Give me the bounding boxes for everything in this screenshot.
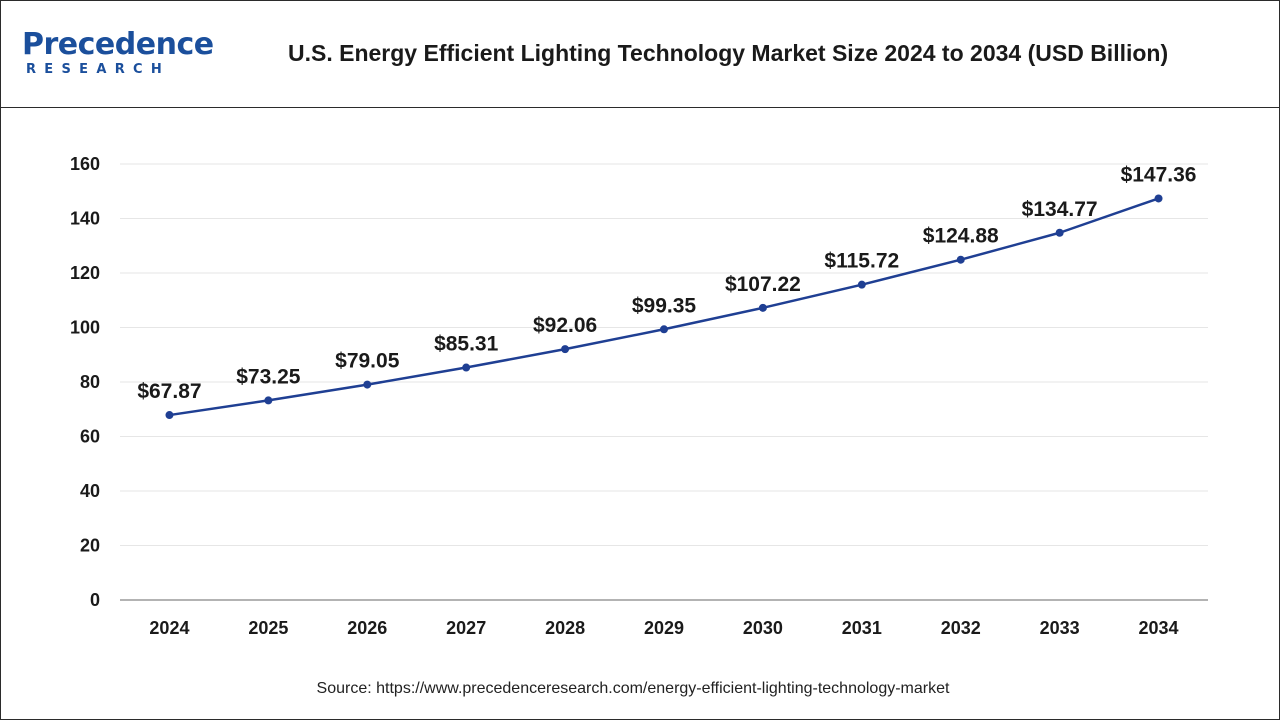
y-tick-label: 20 <box>80 536 100 556</box>
data-point <box>363 380 372 389</box>
brand-logo: Precedence RESEARCH <box>22 28 222 84</box>
data-point <box>561 345 570 354</box>
x-tick-label: 2025 <box>248 618 288 638</box>
data-label: $124.88 <box>923 225 999 248</box>
y-tick-label: 100 <box>70 318 100 338</box>
data-point <box>264 396 273 405</box>
data-point <box>1154 194 1163 203</box>
data-point <box>660 325 668 334</box>
chart-title: U.S. Energy Efficient Lighting Technolog… <box>288 40 1169 66</box>
x-tick-label: 2027 <box>446 618 486 638</box>
x-tick-label: 2032 <box>941 618 981 638</box>
y-tick-label: 40 <box>80 481 100 501</box>
y-tick-label: 0 <box>90 590 100 610</box>
data-label: $67.87 <box>137 380 201 403</box>
y-tick-label: 160 <box>70 154 100 174</box>
data-label: $134.77 <box>1022 198 1098 221</box>
data-series <box>165 194 1163 420</box>
data-label: $99.35 <box>632 294 697 317</box>
brand-subtitle: RESEARCH <box>26 62 171 77</box>
data-label: $79.05 <box>335 350 400 373</box>
data-label: $147.36 <box>1121 163 1197 186</box>
x-tick-label: 2030 <box>743 618 783 638</box>
data-labels: $67.87 $73.25 $79.05 $85.31 $92.06 $99.35 $107… <box>137 163 1196 403</box>
x-tick-label: 2028 <box>545 618 585 638</box>
y-tick-label: 120 <box>70 263 100 283</box>
y-tick-label: 140 <box>70 209 100 229</box>
x-tick-label: 2026 <box>347 618 387 638</box>
data-point <box>857 280 866 289</box>
x-tick-label: 2033 <box>1040 618 1080 638</box>
brand-initial: P <box>22 27 44 62</box>
y-axis: 0 20 40 60 80 100 120 140 160 <box>70 154 100 610</box>
x-axis: 2024 2025 2026 2027 2028 2029 2030 2031 2032 2033… <box>120 599 1208 638</box>
brand-name: Precedence <box>22 27 214 62</box>
data-point <box>165 411 174 420</box>
source-note: Source: https://www.precedenceresearch.c… <box>316 680 950 697</box>
data-point <box>1055 228 1064 237</box>
x-tick-label: 2031 <box>842 618 882 638</box>
data-point <box>956 255 965 264</box>
data-label: $73.25 <box>236 365 301 388</box>
data-point <box>462 363 471 372</box>
data-label: $92.06 <box>533 314 597 337</box>
data-label: $85.31 <box>434 333 499 356</box>
y-tick-label: 80 <box>80 372 100 392</box>
x-tick-label: 2024 <box>149 618 189 638</box>
data-label: $115.72 <box>824 250 899 273</box>
x-tick-label: 2029 <box>644 618 684 638</box>
data-point <box>758 303 767 312</box>
header-bar: Precedence RESEARCH U.S. Energy Efficien… <box>0 0 1280 108</box>
x-tick-label: 2034 <box>1139 618 1179 638</box>
gridlines <box>120 163 1208 546</box>
y-tick-label: 60 <box>80 427 100 447</box>
data-label: $107.22 <box>725 273 801 296</box>
